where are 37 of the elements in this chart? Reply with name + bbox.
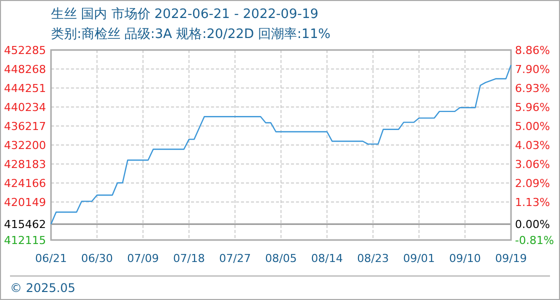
x-tick-label: 07/27 xyxy=(219,252,251,265)
y-tick-label: 428183 xyxy=(4,158,46,171)
y-tick-label: 444251 xyxy=(4,82,46,95)
y-tick-label: 420149 xyxy=(4,196,46,209)
x-tick-label: 08/23 xyxy=(357,252,389,265)
y2-tick-label: 8.86% xyxy=(515,44,550,57)
x-tick-label: 09/01 xyxy=(403,252,435,265)
y-tick-label: 452285 xyxy=(4,44,46,57)
line-series xyxy=(50,64,512,225)
y-tick-label: 415462 xyxy=(4,218,46,232)
y-tick-label: 412115 xyxy=(4,234,46,247)
y2-tick-label: 7.90% xyxy=(515,62,550,76)
y2-tick-label: 0.00% xyxy=(515,218,550,232)
y2-tick-label: 4.03% xyxy=(515,138,550,152)
y2-tick-label: 6.93% xyxy=(515,82,550,95)
x-tick-label: 08/05 xyxy=(265,252,297,265)
x-tick-label: 09/10 xyxy=(449,252,481,265)
x-tick-label: 09/19 xyxy=(495,252,527,265)
x-tick-label: 08/14 xyxy=(311,252,343,265)
x-tick-label: 06/21 xyxy=(35,252,67,265)
y-tick-label: 448268 xyxy=(4,63,46,76)
y2-tick-label: 2.09% xyxy=(515,177,550,190)
x-tick-label: 07/09 xyxy=(127,252,159,265)
y-tick-label: 432200 xyxy=(4,139,46,152)
x-tick-label: 07/18 xyxy=(173,252,205,265)
text: © 2025.05 xyxy=(10,281,76,295)
y2-tick-label: 5.96% xyxy=(515,100,550,114)
y-tick-label: 436217 xyxy=(4,120,46,133)
chart-subtitle: 类别:商检丝 品级:3A 规格:20/22D 回潮率:11% xyxy=(51,26,330,42)
y2-tick-label: 1.13% xyxy=(515,196,550,209)
y2-tick-label: 5.00% xyxy=(515,120,550,133)
x-tick-label: 06/30 xyxy=(81,252,113,265)
y-tick-label: 424166 xyxy=(4,177,46,190)
y-tick-label: 440234 xyxy=(4,101,46,114)
y2-tick-label: 3.06% xyxy=(515,158,550,171)
y2-tick-label: -0.81% xyxy=(515,234,554,247)
chart-title: 生丝 国内 市场价 2022-06-21 - 2022-09-19 xyxy=(51,7,318,22)
